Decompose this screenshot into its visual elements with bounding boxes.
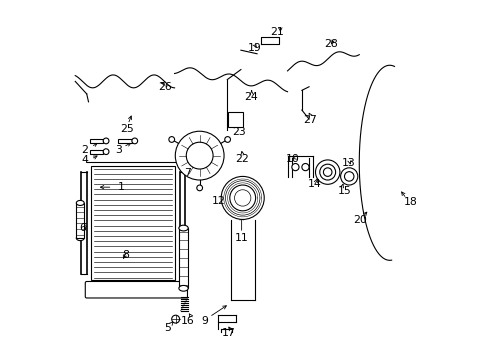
- Ellipse shape: [179, 225, 188, 231]
- Circle shape: [224, 136, 230, 142]
- Ellipse shape: [76, 201, 84, 206]
- Ellipse shape: [179, 285, 188, 291]
- Text: 1: 1: [117, 182, 124, 192]
- Circle shape: [234, 190, 250, 206]
- Circle shape: [344, 172, 353, 181]
- Circle shape: [315, 160, 339, 184]
- FancyBboxPatch shape: [85, 282, 187, 298]
- Bar: [118, 139, 132, 143]
- Text: 6: 6: [79, 224, 86, 233]
- Bar: [76, 203, 84, 238]
- Bar: [89, 149, 103, 154]
- Circle shape: [196, 185, 202, 191]
- Text: 8: 8: [122, 250, 129, 260]
- Circle shape: [301, 163, 308, 171]
- Text: 20: 20: [352, 215, 366, 225]
- Text: 22: 22: [234, 154, 248, 164]
- Circle shape: [319, 164, 335, 180]
- Text: 14: 14: [307, 179, 321, 189]
- Circle shape: [168, 136, 174, 142]
- Text: 16: 16: [181, 316, 194, 325]
- Circle shape: [225, 181, 260, 215]
- Circle shape: [229, 185, 255, 211]
- Circle shape: [103, 138, 109, 144]
- Text: 24: 24: [244, 92, 257, 102]
- Bar: [179, 228, 188, 288]
- Ellipse shape: [76, 235, 84, 240]
- Text: 11: 11: [234, 233, 248, 243]
- Text: 21: 21: [270, 27, 284, 37]
- Text: 25: 25: [120, 124, 134, 134]
- Circle shape: [291, 163, 298, 171]
- Text: 4: 4: [81, 155, 88, 165]
- Text: 18: 18: [403, 197, 416, 207]
- Text: 26: 26: [158, 82, 171, 93]
- Text: 3: 3: [115, 144, 122, 154]
- Text: 10: 10: [285, 154, 299, 164]
- Text: 13: 13: [341, 158, 355, 168]
- Text: 9: 9: [201, 316, 208, 325]
- Text: 28: 28: [324, 40, 338, 49]
- Text: 15: 15: [337, 186, 350, 196]
- Text: 17: 17: [222, 328, 235, 338]
- Circle shape: [175, 131, 224, 180]
- Text: 27: 27: [302, 115, 316, 125]
- Circle shape: [171, 315, 179, 323]
- Circle shape: [340, 168, 357, 185]
- Bar: [228, 112, 242, 127]
- Bar: [91, 166, 175, 280]
- Text: 5: 5: [163, 323, 170, 333]
- Circle shape: [186, 142, 213, 169]
- Circle shape: [323, 168, 331, 176]
- Circle shape: [103, 149, 109, 154]
- Bar: [89, 139, 103, 143]
- Text: 7: 7: [183, 168, 190, 178]
- Text: 23: 23: [232, 127, 245, 136]
- Circle shape: [221, 176, 264, 220]
- Text: 19: 19: [247, 43, 261, 53]
- Circle shape: [132, 138, 137, 144]
- Text: 2: 2: [81, 144, 88, 154]
- Text: 12: 12: [211, 196, 225, 206]
